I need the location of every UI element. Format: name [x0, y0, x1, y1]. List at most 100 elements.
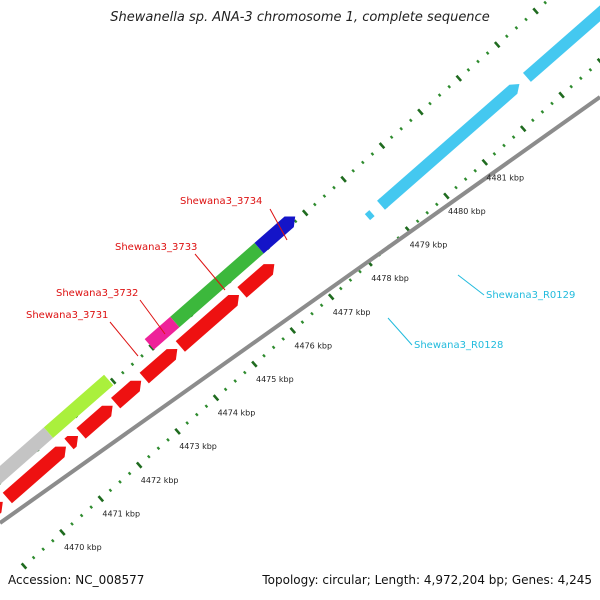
outer-minor-tick	[466, 68, 471, 72]
inner-major-tick	[135, 461, 143, 469]
inner-minor-tick	[530, 118, 535, 123]
label-leader-line	[387, 317, 413, 346]
gene-label: Shewana3_R0129	[486, 290, 575, 301]
inner-minor-tick	[319, 303, 324, 308]
inner-major-tick	[443, 192, 450, 200]
outer-tick-ring	[0, 0, 548, 485]
outer-minor-tick	[120, 370, 125, 375]
inner-major-tick	[251, 360, 258, 368]
outer-major-tick	[301, 209, 309, 217]
inner-minor-tick	[358, 269, 362, 274]
inner-minor-tick	[338, 286, 343, 291]
label-leader-line	[269, 208, 288, 241]
inner-minor-tick	[262, 353, 266, 358]
scale-labels: 4470 kbp 4471 kbp 4472 kbp 4473 kbp 4474 kbp…	[64, 173, 524, 552]
inner-minor-tick	[502, 143, 506, 148]
rna-arrow	[378, 83, 520, 209]
gene-label: Shewana3_3731	[26, 310, 108, 321]
gene-block-lime	[43, 374, 114, 438]
inner-minor-tick	[146, 454, 151, 459]
scale-label: 4476 kbp	[294, 341, 332, 350]
scale-label: 4475 kbp	[256, 375, 294, 384]
inner-minor-tick	[242, 370, 247, 375]
inner-major-tick	[174, 427, 181, 435]
outer-major-tick	[455, 74, 463, 82]
label-leader-line	[139, 299, 166, 335]
inner-minor-tick	[550, 101, 554, 106]
inner-minor-tick	[108, 488, 113, 493]
inner-minor-tick	[233, 379, 238, 383]
inner-major-tick	[212, 394, 220, 402]
outer-major-tick	[378, 142, 386, 150]
inner-minor-tick	[271, 345, 276, 350]
inner-minor-tick	[511, 135, 516, 139]
outer-minor-tick	[543, 0, 548, 5]
backbone-line	[0, 95, 600, 525]
outer-minor-tick	[360, 160, 365, 165]
cds-arrow	[175, 295, 240, 352]
inner-minor-tick	[166, 437, 170, 442]
inner-minor-tick	[492, 152, 497, 156]
outer-major-tick	[340, 175, 347, 183]
inner-minor-tick	[50, 538, 55, 543]
outer-minor-tick	[140, 353, 144, 358]
outer-minor-tick	[399, 126, 404, 131]
inner-minor-tick	[569, 84, 574, 89]
inner-major-tick	[558, 91, 565, 99]
scale-label: 4481 kbp	[486, 173, 524, 182]
outer-minor-tick	[437, 93, 442, 97]
outer-minor-tick	[428, 101, 432, 106]
topology-text: Topology: circular; Length: 4,972,204 bp…	[262, 573, 592, 587]
outer-minor-tick	[312, 202, 317, 207]
inner-minor-tick	[300, 320, 305, 324]
inner-minor-tick	[588, 67, 593, 72]
inner-minor-tick	[118, 480, 122, 484]
inner-minor-tick	[127, 471, 132, 476]
gene-label: Shewana3_R0128	[414, 340, 503, 351]
inner-minor-tick	[204, 404, 209, 409]
outer-major-tick	[109, 377, 117, 385]
scale-label: 4477 kbp	[333, 308, 371, 317]
label-leader-line	[194, 253, 226, 291]
scale-label: 4480 kbp	[448, 207, 486, 216]
scale-label: 4471 kbp	[102, 509, 140, 518]
outer-minor-tick	[389, 135, 394, 140]
cds-arrow	[76, 405, 113, 439]
inner-minor-tick	[454, 185, 458, 190]
inner-minor-tick	[473, 168, 478, 173]
outer-minor-tick	[524, 17, 528, 22]
inner-minor-tick	[223, 387, 228, 392]
accession-text: Accession: NC_008577	[8, 573, 145, 587]
outer-minor-tick	[322, 194, 327, 198]
scale-label: 4470 kbp	[64, 543, 102, 552]
cds-arrow	[139, 349, 178, 384]
gene-block-magenta	[144, 316, 180, 350]
inner-minor-tick	[310, 311, 314, 316]
inner-minor-tick	[463, 177, 468, 181]
outer-minor-tick	[293, 219, 298, 224]
outer-minor-tick	[332, 185, 336, 190]
backbone	[0, 95, 600, 525]
outer-minor-tick	[351, 168, 356, 173]
scale-label: 4473 kbp	[179, 442, 217, 451]
inner-major-tick	[289, 327, 297, 335]
outer-major-tick	[532, 7, 539, 15]
outer-minor-tick	[485, 51, 490, 55]
scale-label: 4474 kbp	[218, 409, 256, 418]
inner-major-tick	[59, 528, 66, 536]
scale-label: 4479 kbp	[410, 241, 448, 250]
inner-minor-tick	[194, 412, 199, 417]
label-leaders	[109, 208, 485, 357]
inner-minor-tick	[31, 555, 36, 560]
cds-arrow	[237, 264, 275, 298]
inner-minor-tick	[415, 219, 420, 224]
rna-marker	[364, 210, 375, 221]
outer-minor-tick	[504, 34, 509, 39]
label-leader-line	[109, 321, 139, 357]
inner-major-tick	[481, 158, 489, 166]
gene-label: Shewana3_3734	[180, 196, 262, 207]
feature-track	[0, 5, 600, 514]
outer-minor-tick	[514, 26, 519, 30]
outer-minor-tick	[408, 118, 413, 123]
inner-tick-ring	[20, 57, 600, 570]
